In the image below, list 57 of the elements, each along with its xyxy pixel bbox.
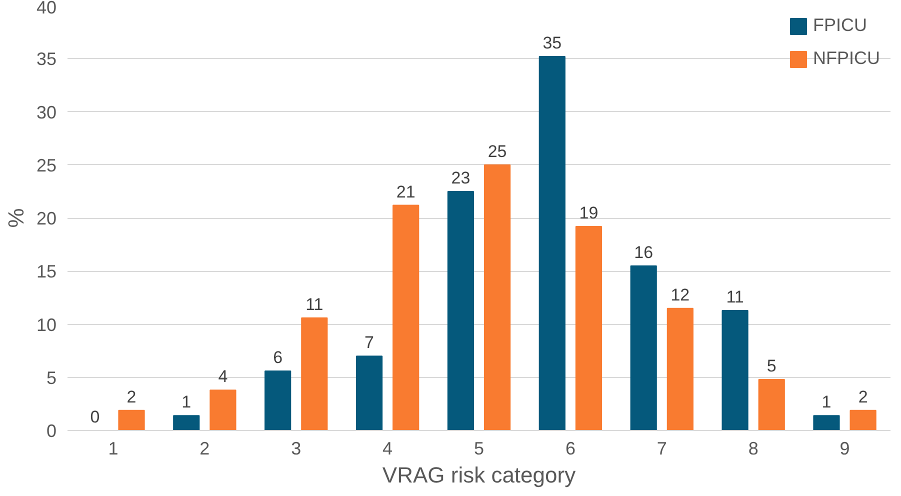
bar	[722, 310, 748, 430]
x-tick-label: 6	[565, 438, 576, 458]
bar	[118, 410, 145, 430]
data-label: 23	[451, 168, 470, 188]
bar	[538, 56, 566, 430]
data-label: 0	[90, 408, 100, 426]
data-label: 1	[182, 392, 192, 412]
y-tick-label: 35	[36, 49, 57, 70]
bar	[484, 164, 511, 430]
bar	[356, 356, 383, 430]
y-tick-label: 15	[36, 262, 57, 282]
x-tick-label: 8	[748, 438, 758, 458]
x-tick-label: 9	[840, 438, 850, 458]
x-tick-label: 1	[108, 438, 118, 458]
bar	[575, 226, 602, 430]
legend-label: NFPICU	[813, 48, 880, 69]
y-tick-label: 10	[36, 314, 57, 335]
data-label: 19	[579, 204, 598, 222]
data-label: 25	[488, 142, 507, 161]
x-tick-label: 7	[656, 438, 667, 458]
y-axis-title: %	[3, 208, 28, 228]
data-label: 12	[670, 285, 690, 304]
bar	[173, 415, 200, 430]
data-label: 21	[396, 182, 416, 202]
data-label: 1	[822, 392, 832, 412]
data-label: 16	[634, 242, 654, 262]
data-label: 7	[364, 333, 374, 352]
y-tick-label: 25	[36, 155, 57, 176]
bar	[850, 410, 876, 430]
data-label: 11	[306, 294, 324, 314]
bar	[666, 308, 694, 430]
bar	[813, 415, 840, 430]
bar	[301, 317, 328, 430]
data-label: 11	[726, 287, 744, 306]
y-tick-label: 40	[36, 0, 57, 18]
data-label: 5	[766, 356, 776, 376]
y-tick-label: 0	[46, 421, 57, 441]
y-tick-label: 20	[36, 208, 57, 228]
legend-label: FPICU	[813, 15, 867, 36]
data-label: 35	[542, 34, 562, 52]
bar	[392, 204, 420, 430]
bar	[758, 379, 785, 430]
x-tick-label: 2	[200, 438, 210, 458]
bar	[447, 190, 474, 430]
x-tick-label: 4	[382, 438, 393, 458]
data-label: 6	[273, 348, 283, 367]
x-tick-label: 5	[474, 438, 484, 458]
bar	[630, 265, 657, 430]
bar	[264, 370, 292, 430]
data-label: 2	[126, 387, 136, 406]
y-tick-label: 30	[36, 102, 57, 122]
x-tick-label: 3	[291, 438, 302, 458]
bar	[210, 390, 236, 430]
x-axis-title: VRAG risk category	[382, 462, 576, 488]
data-label: 4	[218, 367, 228, 386]
data-label: 2	[858, 387, 868, 406]
y-tick-label: 5	[46, 368, 57, 388]
